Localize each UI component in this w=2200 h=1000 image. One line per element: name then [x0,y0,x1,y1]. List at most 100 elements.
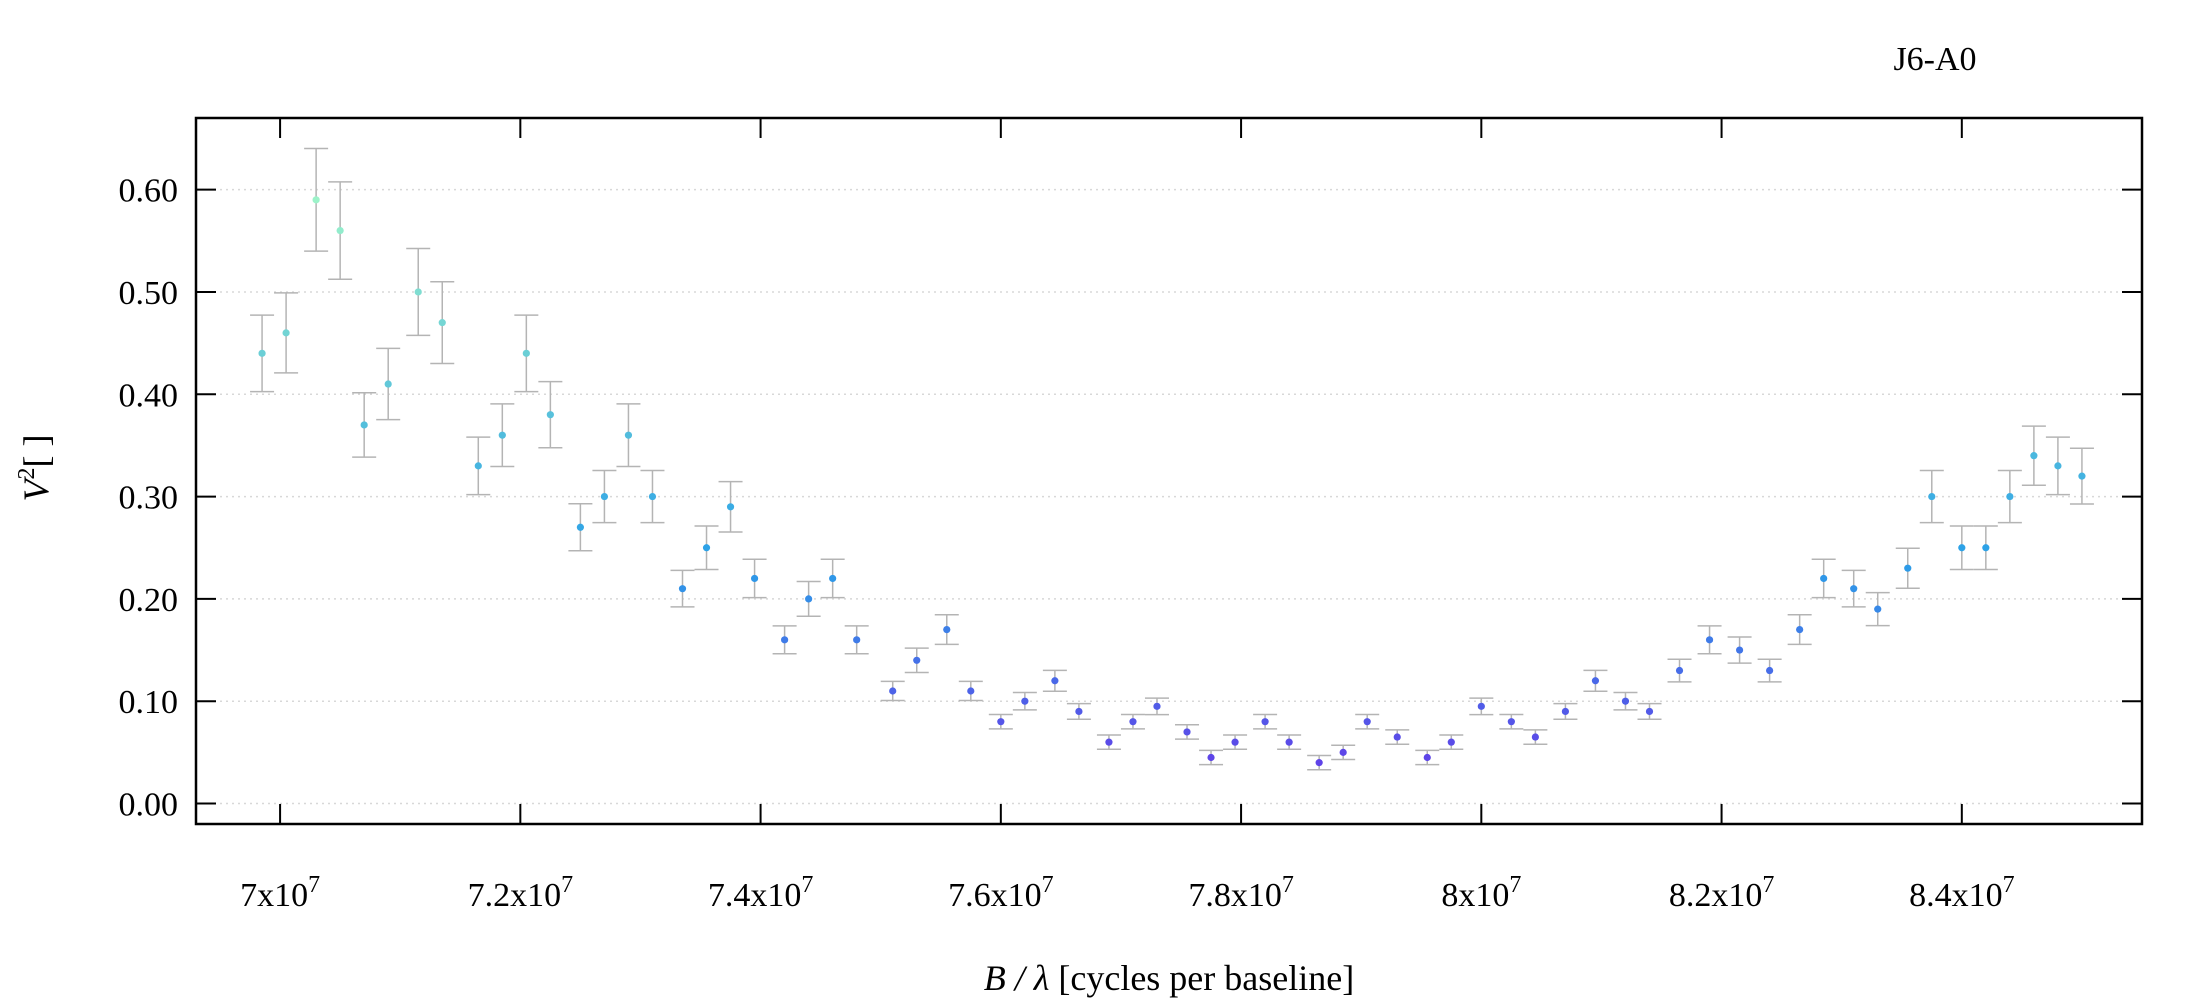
data-point [1973,525,1998,571]
data-point [1415,749,1440,766]
data-point [2021,425,2046,486]
data-point [1223,734,1248,751]
data-point [742,558,767,599]
y-axis-label-var: V [16,475,56,501]
data-point [1355,713,1380,730]
data-point [466,436,491,496]
data-point [1697,625,1722,655]
y-tick-label: 0.00 [119,787,179,824]
data-point [352,392,377,458]
x-tick-label-base: 8.4x10 [1909,877,2003,914]
x-tick-label-base: 7.6x10 [948,877,1042,914]
x-tick-label: 7.2x107 [468,872,574,914]
data-point [904,647,929,674]
data-point [1439,734,1464,751]
x-tick-label: 7.6x107 [948,872,1054,914]
data-point [1042,669,1067,692]
x-tick-label: 8.4x107 [1909,872,2015,914]
x-tick-label-exp: 7 [1509,872,1521,898]
data-point [1895,547,1920,589]
data-point [538,380,563,449]
data-point [2045,436,2070,496]
data-point [250,314,275,393]
data-point [1613,691,1638,711]
data-point [1385,729,1410,745]
y-axis-label: V2[ ] [14,435,56,502]
panel-title: J6-A0 [1893,41,1976,78]
x-tick-label-base: 7x10 [240,877,308,914]
y-axis-label-sup: 2 [14,467,40,479]
data-point [1841,569,1866,608]
x-tick-label-base: 7.2x10 [468,877,562,914]
x-tick-label: 7.4x107 [708,872,814,914]
data-point [274,292,299,374]
x-tick-label-base: 8.2x10 [1669,877,1763,914]
x-tick-label-base: 7.8x10 [1188,877,1282,914]
data-point [670,569,695,608]
data-point [1757,658,1782,683]
y-tick-label: 0.30 [119,480,179,517]
data-point [1865,591,1890,627]
data-point [1499,713,1524,730]
y-tick-label: 0.10 [119,684,179,721]
data-point [694,525,719,571]
data-point [1144,697,1169,716]
data-point [1012,691,1037,711]
x-tick-label-exp: 7 [308,872,320,898]
data-point [616,403,641,468]
data-point [640,469,665,524]
data-point [1667,658,1692,683]
x-tick-label-base: 8x10 [1441,877,1509,914]
data-point [988,713,1013,730]
data-point [880,680,905,702]
x-axis-label-var: B / λ [984,958,1050,998]
data-point [1199,749,1224,766]
data-point [844,625,869,655]
x-tick-label: 7.8x107 [1188,872,1294,914]
x-tick-label-exp: 7 [801,872,813,898]
data-point [1583,669,1608,692]
data-point [430,281,455,365]
data-point [718,480,743,533]
data-point [1997,469,2022,524]
data-point [376,347,401,421]
data-point [2069,447,2094,505]
plot-frame [194,116,2144,826]
data-point [958,680,983,702]
data-point [1949,525,1974,571]
data-point [406,247,431,337]
x-tick-label: 7x107 [240,872,320,914]
data-point [1307,754,1332,771]
data-point [304,147,329,252]
data-point [796,580,821,618]
grid [196,188,2142,805]
data-point [1096,734,1121,751]
data-point [1331,744,1356,761]
data-point [1066,702,1091,721]
x-tick-label-exp: 7 [1042,872,1054,898]
x-axis-label: B / λ [cycles per baseline] [984,958,1354,998]
y-tick-label: 0.60 [119,173,179,210]
data-point [1727,636,1752,664]
data-point [1253,713,1278,730]
data-point [1120,713,1145,730]
y-tick-label: 0.40 [119,377,179,414]
data-point [1175,724,1200,740]
y-axis-label-rest: [ ] [16,435,56,468]
data-points [250,147,2094,771]
data-point [568,503,593,552]
data-point [1787,614,1812,646]
data-point [1637,702,1662,721]
x-tick-label-exp: 7 [1762,872,1774,898]
data-point [934,614,959,646]
x-axis-label-rest: [cycles per baseline] [1058,958,1354,998]
data-point [1523,729,1548,745]
data-point [820,558,845,599]
x-tick-label-exp: 7 [561,872,573,898]
data-point [1469,697,1494,716]
data-point [514,314,539,393]
data-point [1811,558,1836,599]
x-tick-label: 8x107 [1441,872,1521,914]
